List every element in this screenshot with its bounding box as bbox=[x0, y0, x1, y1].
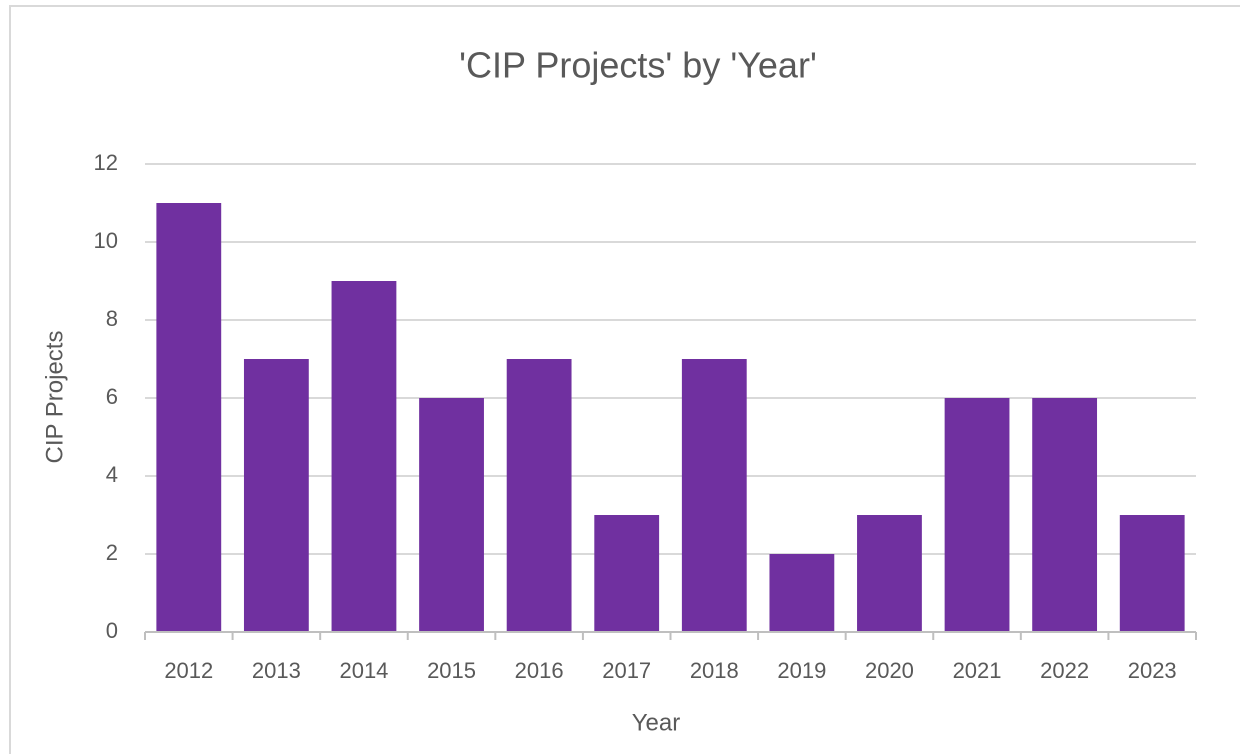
y-tick-label: 8 bbox=[106, 306, 118, 331]
y-tick-label: 2 bbox=[106, 540, 118, 565]
x-tick-label: 2022 bbox=[1040, 658, 1089, 683]
y-tick-label: 12 bbox=[94, 150, 118, 175]
bar bbox=[156, 203, 222, 632]
y-tick-label: 10 bbox=[94, 228, 118, 253]
bar bbox=[769, 554, 835, 632]
chart-title: 'CIP Projects' by 'Year' bbox=[459, 45, 817, 86]
bar bbox=[1032, 398, 1098, 632]
bar bbox=[419, 398, 484, 632]
x-tick-label: 2016 bbox=[515, 658, 564, 683]
x-tick-label: 2015 bbox=[427, 658, 476, 683]
bar bbox=[331, 281, 397, 632]
bar bbox=[944, 398, 1010, 632]
y-axis-label: CIP Projects bbox=[41, 331, 68, 464]
x-tick-label: 2019 bbox=[777, 658, 826, 683]
x-tick-label: 2013 bbox=[252, 658, 301, 683]
x-axis-label: Year bbox=[632, 709, 681, 736]
bar bbox=[1119, 515, 1185, 632]
x-tick-label: 2012 bbox=[164, 658, 213, 683]
y-tick-label: 4 bbox=[106, 462, 118, 487]
y-tick-label: 0 bbox=[106, 618, 118, 643]
x-tick-label: 2018 bbox=[690, 658, 739, 683]
y-tick-label: 6 bbox=[106, 384, 118, 409]
bar bbox=[243, 359, 309, 632]
bar bbox=[594, 515, 660, 632]
bar bbox=[857, 515, 922, 632]
bar bbox=[506, 359, 572, 632]
x-tick-label: 2017 bbox=[602, 658, 651, 683]
x-tick-label: 2023 bbox=[1128, 658, 1177, 683]
x-tick-label: 2020 bbox=[865, 658, 914, 683]
x-tick-label: 2014 bbox=[339, 658, 388, 683]
x-tick-label: 2021 bbox=[953, 658, 1002, 683]
bar bbox=[681, 359, 747, 632]
